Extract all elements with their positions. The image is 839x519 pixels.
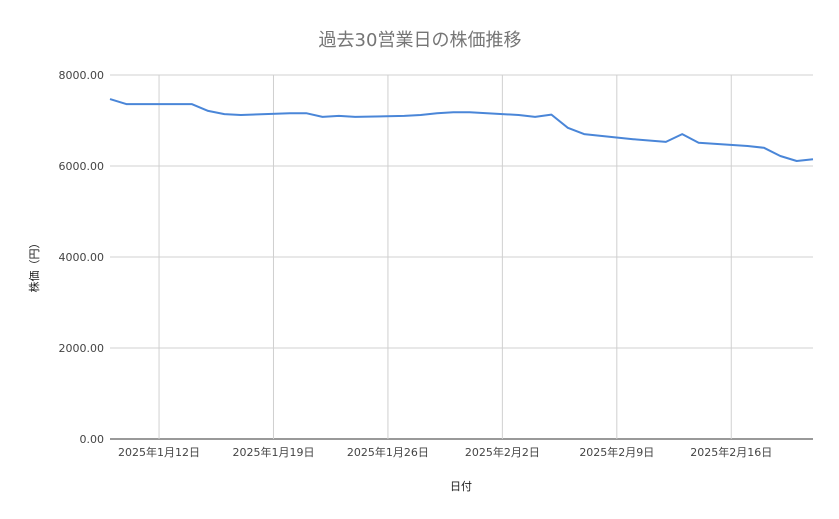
- chart-title: 過去30営業日の株価推移: [319, 30, 522, 51]
- x-tick-label: 2025年1月26日: [347, 445, 429, 459]
- x-tick-label: 2025年2月16日: [690, 445, 772, 459]
- series-line: [109, 98, 814, 162]
- x-tick-label: 2025年1月19日: [232, 445, 314, 459]
- x-tick-label: 2025年2月9日: [579, 445, 654, 459]
- y-tick-label: 2000.00: [59, 342, 105, 355]
- x-tick-label: 2025年1月12日: [118, 445, 200, 459]
- x-axis-title: 日付: [450, 480, 472, 493]
- y-axis-title: 株価（円）: [27, 238, 41, 293]
- y-tick-label: 6000.00: [59, 160, 105, 173]
- y-tick-label: 0.00: [80, 433, 105, 446]
- x-tick-label: 2025年2月2日: [465, 445, 540, 459]
- y-tick-label: 4000.00: [59, 251, 105, 264]
- y-tick-label: 8000.00: [59, 69, 105, 82]
